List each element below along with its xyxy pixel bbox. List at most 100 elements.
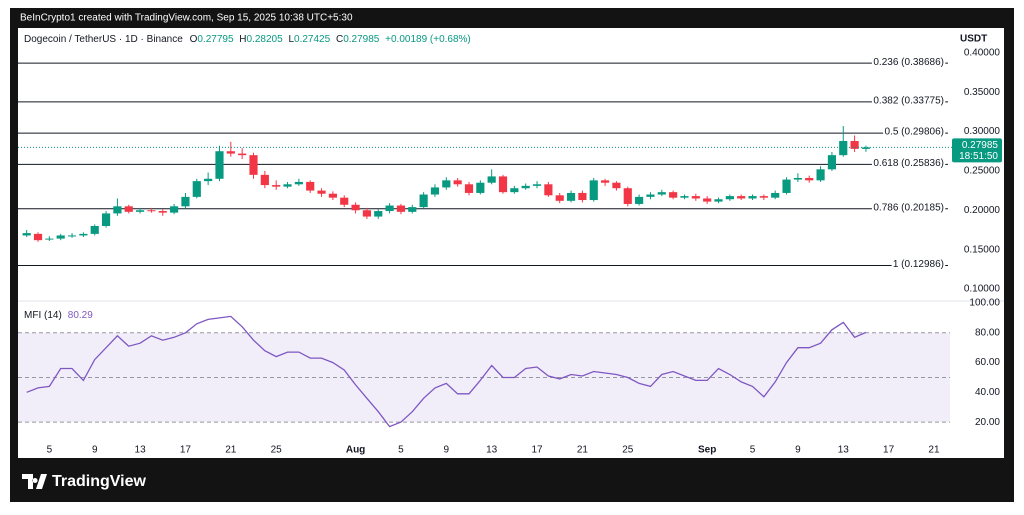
candle-body [850,140,859,149]
legend-line: Dogecoin / TetherUS · 1D · Binance O0.27… [24,34,471,45]
candle-body [816,169,825,181]
candle-body [612,182,621,189]
candle-body [67,235,77,237]
candle-body [453,180,462,185]
candle-body [532,184,542,186]
candle-body [805,177,814,181]
x-tick-label: Sep [698,445,716,456]
c-label: C [336,34,343,45]
candle-body [408,207,417,212]
candle-body [555,195,564,201]
h-label: H [239,34,246,45]
candle-body [544,184,553,196]
y-tick-label: 80.00 [975,327,1000,338]
y-tick-label: 0.25000 [964,166,1001,177]
candle-body [691,196,700,199]
candle-body [226,151,235,154]
candle-body [33,233,43,241]
candle-body [623,188,632,204]
x-tick-label: 25 [622,445,634,456]
o-label: O [190,34,198,45]
candle-body [430,187,440,195]
x-tick-label: 17 [883,445,895,456]
candle-body [385,205,394,212]
candle-body [147,210,156,212]
candle-body [249,155,258,175]
x-tick-label: 13 [838,445,850,456]
candle-body [181,196,190,207]
x-tick-label: 25 [271,445,283,456]
candle-body [204,178,213,182]
candle-body [90,226,99,234]
candle-body [442,180,451,188]
candle-body [113,206,122,214]
l-label: L [288,34,294,45]
candle-body [101,213,111,227]
candle-body [510,188,519,193]
candle-body [827,155,836,170]
candle-body [725,196,734,200]
fib-label: 0.618 (0.25836) [873,158,944,169]
fib-label: 0.5 (0.29806) [885,127,945,138]
candle-body [351,204,360,211]
candle-body [498,176,508,193]
candle-body [793,177,802,180]
candle-body [737,196,746,199]
last-price-box [952,138,1002,163]
candle-body [294,181,303,185]
mfi-value: 80.29 [68,310,93,321]
candle-body [646,194,655,197]
candle-body [680,196,689,198]
currency: USDT [960,34,987,45]
y-tick-label: 60.00 [975,357,1000,368]
candle-body [238,153,247,156]
y-tick-label: 0.40000 [964,47,1001,58]
candle-body [272,185,281,187]
candle-body [521,185,530,189]
candle-body [136,210,145,212]
candle-body [170,206,179,213]
candle-body [79,233,88,236]
y-tick-label: 0.20000 [964,205,1001,216]
fib-label: 0.236 (0.38686) [873,57,944,68]
logo: TradingView [22,473,147,490]
candle-body [635,196,644,204]
candle-body [601,180,610,183]
y-tick-label: 0.15000 [964,244,1001,255]
h-value: 0.28205 [247,34,284,45]
y-tick-label: 40.00 [975,387,1000,398]
x-tick-label: 13 [486,445,498,456]
y-tick-label: 0.30000 [964,126,1001,137]
candle-body [589,180,598,201]
candle-body [782,179,791,193]
candle-body [317,190,326,194]
change: +0.00189 (+0.68%) [385,34,471,45]
logo-text: TradingView [52,473,147,490]
candle-body [362,210,371,217]
candle-body [306,181,315,191]
x-tick-label: 13 [135,445,147,456]
x-tick-label: 9 [92,445,98,456]
x-tick-label: 21 [928,445,940,456]
candle-body [283,184,292,187]
candle-body [657,192,666,195]
x-tick-label: Aug [346,445,365,456]
x-tick-label: 17 [531,445,543,456]
candle-body [487,176,496,183]
x-tick-label: 5 [750,445,756,456]
x-tick-label: 9 [444,445,450,456]
last-price-label: 0.27985 [962,140,999,151]
candle-body [45,238,54,240]
x-tick-label: 17 [180,445,192,456]
fib-label: 0.786 (0.20185) [873,202,944,213]
candle-body [124,206,133,212]
fib-label: 0.382 (0.33775) [873,95,944,106]
candle-body [771,192,780,198]
candle-body [669,192,678,198]
candle-body [578,192,587,201]
candle-body [703,198,712,202]
candle-body [215,151,224,179]
symbol: Dogecoin / TetherUS · 1D · Binance [24,34,183,45]
mfi-line [26,315,867,428]
